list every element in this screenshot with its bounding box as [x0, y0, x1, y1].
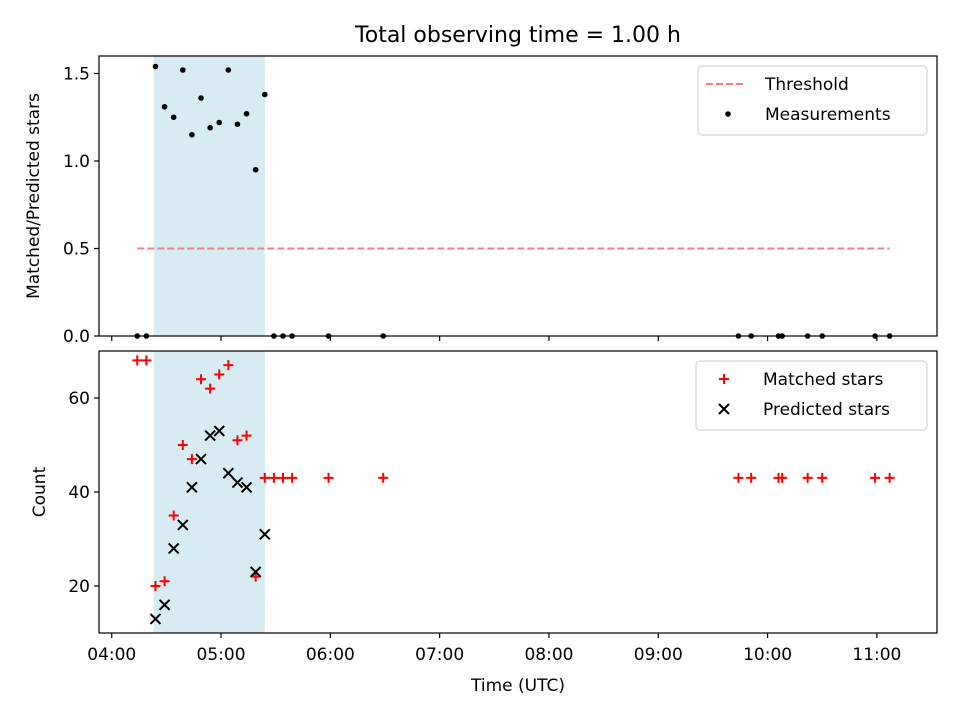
bottom-matched-stars-point [268, 472, 279, 483]
top-legend-measurements-handle [725, 111, 731, 117]
top-y-tick-label: 0.0 [63, 327, 90, 347]
bottom-matched-stars-point [196, 374, 207, 385]
bottom-x-tick-label: 11:00 [852, 645, 901, 665]
top-shaded-region [153, 56, 265, 336]
top-legend-box [697, 65, 928, 136]
bottom-legend-matched-stars-handle [719, 374, 729, 384]
bottom-predicted-stars-point [158, 599, 171, 611]
bottom-predicted-stars-point [249, 566, 262, 578]
bottom-x-tick-label: 07:00 [415, 645, 464, 665]
bottom-legend-box [695, 360, 928, 431]
bottom-predicted-stars-point [231, 476, 244, 489]
bottom-predicted-stars-point [177, 519, 189, 531]
bottom-matched-stars-point [214, 369, 225, 380]
bottom-matched-stars-point [884, 472, 895, 483]
bottom-matched-stars-point [777, 472, 788, 483]
bottom-matched-stars-point [287, 472, 298, 483]
bottom-x-tick-label: 09:00 [634, 645, 683, 665]
bottom-matched-stars-point [141, 355, 152, 366]
bottom-matched-stars-point [259, 472, 270, 483]
bottom-legend-predicted-stars-label: Predicted stars [763, 400, 890, 420]
top-measurements-point [180, 67, 186, 73]
bottom-panel: 20 40 60 04:00 05:00 06:00 07:00 08:00 09:00 10:0… [68, 350, 938, 665]
top-measurements-point [152, 63, 159, 70]
bottom-predicted-stars-point [149, 613, 162, 625]
bottom-matched-stars-point [150, 581, 161, 591]
bottom-shaded-region [153, 351, 265, 633]
bottom-matched-stars-point [159, 576, 170, 587]
bottom-matched-stars-point [132, 355, 143, 366]
bottom-predicted-stars-point [259, 528, 271, 541]
bottom-y-axis-label: Count [30, 466, 50, 517]
bottom-x-tick-label: 05:00 [197, 645, 246, 665]
bottom-x-tick-label: 08:00 [524, 645, 573, 665]
top-y-tick-label: 0.5 [63, 240, 90, 260]
bottom-matched-stars-point [168, 510, 179, 521]
bottom-matched-stars-point [323, 472, 334, 483]
bottom-matched-stars-point [223, 360, 234, 371]
bottom-predicted-stars-point [195, 453, 207, 465]
top-y-tick-label: 1.5 [63, 65, 90, 85]
bottom-matched-stars-point [817, 472, 828, 483]
bottom-matched-stars-point [186, 454, 197, 465]
top-measurements-point [243, 110, 250, 117]
top-measurements-point [161, 103, 168, 110]
bottom-x-tick-label: 06:00 [306, 645, 355, 665]
top-measurements-point [252, 166, 259, 173]
bottom-legend-matched-stars-label: Matched stars [763, 370, 883, 390]
bottom-matched-stars-point [870, 472, 881, 483]
bottom-y-tick-label: 60 [68, 389, 90, 409]
bottom-matched-stars-point [205, 383, 216, 394]
bottom-matched-stars-point [746, 472, 757, 483]
bottom-legend-predicted-stars-handle [718, 403, 730, 415]
bottom-matched-stars-point [277, 472, 288, 483]
top-measurements-point [207, 124, 213, 131]
top-measurements-point [198, 95, 204, 101]
top-measurements-point [234, 121, 241, 128]
bottom-legend: Matched stars Predicted stars [695, 360, 928, 431]
bottom-x-tick-label: 04:00 [87, 645, 136, 665]
bottom-predicted-stars-point [167, 542, 180, 555]
bottom-matched-stars-point [733, 472, 744, 483]
bottom-y-tick-label: 40 [68, 483, 90, 503]
x-axis-label: Time (UTC) [470, 676, 565, 696]
top-panel: 0.0 0.5 1.0 1.5 Threshold Measurements [63, 55, 938, 347]
top-measurements-point [261, 91, 268, 98]
bottom-predicted-stars-point [213, 425, 225, 437]
chart-title: Total observing time = 1.00 h [354, 23, 681, 48]
bottom-matched-stars-point [378, 472, 389, 483]
bottom-predicted-stars-point [186, 481, 198, 494]
top-y-tick-label: 1.0 [63, 152, 90, 172]
bottom-matched-stars-point [232, 435, 243, 446]
top-legend-measurements-label: Measurements [765, 105, 891, 125]
top-y-axis-label: Matched/Predicted stars [24, 93, 44, 299]
bottom-matched-stars-point [177, 440, 188, 450]
top-axes-frame [98, 55, 938, 337]
bottom-matched-stars-point [802, 472, 813, 483]
bottom-matched-stars-point [241, 430, 252, 441]
bottom-y-tick-label: 20 [68, 577, 90, 597]
top-legend-threshold-label: Threshold [764, 75, 849, 95]
bottom-predicted-stars-point [222, 467, 235, 479]
top-measurements-point [189, 131, 195, 138]
top-legend: Threshold Measurements [697, 65, 928, 136]
top-measurements-point [216, 119, 223, 126]
top-measurements-point [225, 67, 232, 73]
bottom-predicted-stars-point [204, 429, 216, 442]
top-measurements-point [170, 114, 177, 121]
bottom-predicted-stars-point [240, 481, 253, 494]
bottom-x-tick-label: 10:00 [743, 645, 792, 665]
